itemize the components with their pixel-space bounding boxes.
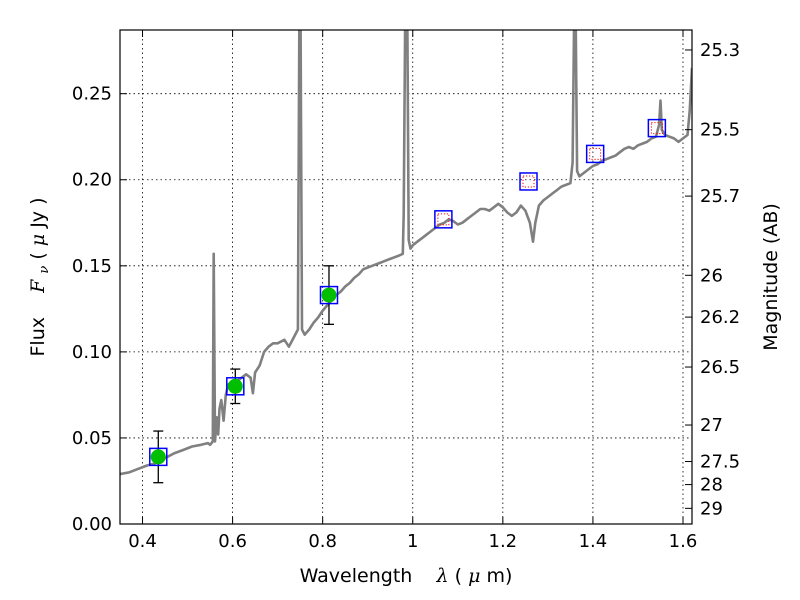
photometry-point (226, 368, 245, 405)
magnitude-tick-label: 26.2 (700, 307, 740, 328)
upper-limit-point (434, 210, 453, 229)
magnitude-tick-label: 27.5 (700, 452, 740, 473)
y-tick-label: 0.15 (72, 256, 112, 277)
x-tick-label: 0.6 (218, 531, 247, 552)
magnitude-tick-label: 28 (700, 475, 723, 496)
x-tick-label: 0.8 (308, 531, 337, 552)
upper-limit-marker (522, 175, 535, 188)
y-tick-label: 0.20 (72, 170, 112, 191)
y-axis-label: Flux F ν ( μ Jy ) (27, 197, 53, 356)
photometry-layer (149, 118, 667, 484)
upper-limit-point (585, 144, 605, 164)
observed-flux-marker (321, 287, 337, 303)
model-flux-square (149, 447, 168, 467)
x-tick-label: 1.2 (489, 531, 518, 552)
observed-flux-marker (150, 449, 166, 465)
y-axis-label-unit-mu: μ (27, 234, 49, 246)
upper-limit-marker (650, 122, 663, 135)
x-axis-ticks: 0.4 0.6 0.8 1 1.2 1.4 1.6 (128, 30, 697, 552)
model-flux-square (226, 377, 245, 396)
upper-limit-point (647, 118, 667, 138)
y-tick-label: 0.05 (72, 428, 112, 449)
x-axis-label-symbol: λ (436, 565, 449, 587)
magnitude-tick-label: 25.3 (700, 40, 740, 61)
magnitude-tick-label: 25.5 (700, 120, 740, 141)
magnitude-tick-label: 27 (700, 415, 723, 436)
x-tick-label: 1.4 (579, 531, 608, 552)
y-axis-label-unit-open: ( (27, 246, 49, 259)
x-tick-label: 0.4 (128, 531, 157, 552)
y-axis-label-subscript: ν (37, 266, 52, 274)
y-axis-label-prefix: Flux (27, 317, 49, 357)
upper-limit-marker (589, 147, 602, 160)
x-tick-label: 1.6 (669, 531, 698, 552)
y-axis-ticks: 0.00 0.05 0.10 0.15 0.20 0.25 (72, 84, 127, 535)
magnitude-tick-label: 26 (700, 265, 723, 286)
x-axis-label-unit-rest: m) (486, 565, 512, 587)
plot-area (120, 30, 692, 524)
magnitude-tick-label: 25.7 (700, 186, 740, 207)
y-tick-label: 0.25 (72, 84, 112, 105)
y-tick-label: 0.10 (72, 342, 112, 363)
x-axis-label-unit-mu: μ (468, 565, 480, 587)
y-axis-label-symbol: F (27, 279, 49, 294)
photometry-point (149, 430, 168, 484)
model-flux-square (319, 285, 339, 305)
x-tick-label: 1 (407, 531, 418, 552)
x-axis-label-unit-open: ( (455, 565, 462, 587)
observed-flux-marker (227, 378, 243, 394)
magnitude-tick-label: 29 (700, 498, 723, 519)
upper-limit-marker (437, 213, 450, 226)
y-tick-label: 0.00 (72, 514, 112, 535)
model-flux-square (647, 118, 667, 138)
plot-frame (119, 29, 693, 525)
photometry-point (319, 265, 339, 325)
model-flux-square (434, 210, 453, 229)
x-axis-label-prefix: Wavelength (300, 565, 413, 587)
model-flux-square (519, 172, 538, 191)
magnitude-axis-label: Magnitude (AB) (760, 203, 782, 351)
magnitude-tick-label: 26.5 (700, 357, 740, 378)
model-flux-square (585, 144, 605, 164)
y-axis-label-unit-rest: Jy ) (27, 197, 49, 228)
upper-limit-point (519, 172, 538, 191)
x-axis-label: Wavelength λ ( μ m) (300, 565, 513, 587)
